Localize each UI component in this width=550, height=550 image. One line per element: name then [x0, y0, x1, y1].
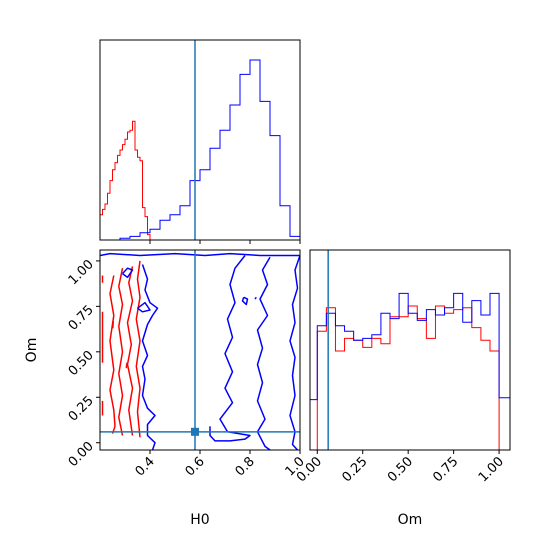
contour-series-2-line-7	[241, 296, 249, 306]
contour-series-2-line-8	[254, 296, 257, 300]
om-histogram-series-2	[310, 292, 510, 450]
contour-series-2-line-9	[209, 255, 251, 442]
contour-series-1-line-8	[125, 362, 128, 369]
h0-histogram-frame	[99, 39, 301, 241]
h0-histogram-plot-area	[100, 59, 300, 240]
om-histogram-plot-area	[310, 292, 510, 450]
joint-x-tick-label: 0.6	[183, 454, 208, 479]
joint-y-tick-label: 0.50	[66, 348, 97, 379]
contour-series-2-line-3	[256, 256, 271, 450]
y-axis-title-om: Om	[24, 338, 40, 363]
joint-x-tick-label: 0.4	[133, 454, 158, 479]
joint-y-tick-label: 0.25	[66, 393, 97, 424]
joint-x-tick-label: 0.8	[233, 454, 258, 479]
om-marginal-panel: 0.00 0.25 0.50 0.75 1.00	[294, 249, 511, 485]
joint-y-tick-label: 0.75	[66, 303, 97, 334]
h0-marginal-panel	[99, 39, 301, 244]
contour-series-2-line-5	[121, 267, 134, 279]
contour-series-2-line-4	[289, 255, 300, 450]
contour-series-1-line-5	[118, 268, 124, 436]
h0-om-joint-panel: 0.4 0.6 0.8 1.00.000.250.500.751.00	[66, 249, 308, 479]
h0-histogram-series-1	[100, 120, 153, 240]
contour-series-1-line-7	[135, 260, 141, 438]
contour-series-1-line-9	[112, 320, 115, 329]
h0-histogram-series-2	[100, 59, 300, 240]
contour-series-2-line-6	[137, 301, 151, 313]
contour-series-1-line-4	[109, 275, 116, 434]
joint-truth-marker	[191, 427, 199, 436]
om-histogram-frame	[309, 249, 511, 451]
contour-series-2-line-2	[141, 264, 159, 450]
om-x-tick-label: 0.25	[339, 454, 370, 485]
om-x-tick-label: 0.75	[430, 454, 461, 485]
joint-y-tick-label: 1.00	[66, 257, 97, 288]
contour-series-2-line-1	[100, 252, 300, 257]
joint-y-tick-label: 0.00	[66, 439, 97, 470]
x-axis-title-h0: H0	[190, 512, 209, 528]
om-x-tick-label: 0.50	[385, 454, 416, 485]
x-axis-title-om: Om	[398, 512, 423, 528]
om-x-tick-label: 1.00	[476, 454, 507, 485]
contour-series-1-line-6	[126, 266, 134, 436]
joint-plot-area	[100, 252, 300, 450]
